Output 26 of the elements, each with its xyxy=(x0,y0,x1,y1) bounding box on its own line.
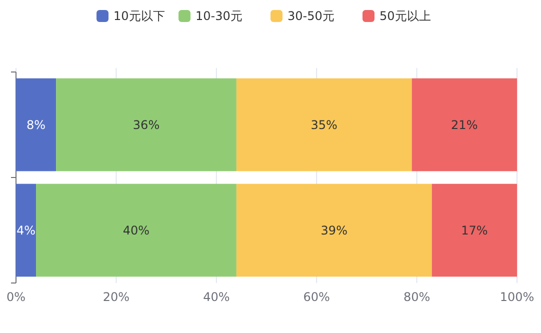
x-tick-label: 0% xyxy=(6,290,26,304)
bar xyxy=(236,78,412,172)
data-label: 21% xyxy=(451,118,478,132)
x-tick-label: 60% xyxy=(303,290,330,304)
bar xyxy=(412,78,517,172)
data-label: 35% xyxy=(310,118,338,132)
x-tick-label: 100% xyxy=(500,290,534,304)
x-tick-label: 20% xyxy=(102,290,130,304)
bar xyxy=(16,184,36,277)
legend-label: 50元以上 xyxy=(380,9,431,24)
bar xyxy=(16,78,56,172)
bar xyxy=(36,184,236,277)
bar xyxy=(56,78,236,172)
legend-label: 10-30元 xyxy=(196,9,242,24)
x-tick-label: 40% xyxy=(203,290,230,304)
legend-label: 10元以下 xyxy=(114,9,165,24)
data-label: 39% xyxy=(320,223,348,238)
data-label: 17% xyxy=(461,223,488,238)
data-label: 8% xyxy=(26,118,46,132)
data-label: 36% xyxy=(132,118,160,132)
bar xyxy=(236,184,432,277)
data-label: 4% xyxy=(16,223,36,238)
legend-label: 30-50元 xyxy=(288,9,334,24)
bar xyxy=(432,184,517,277)
data-label: 40% xyxy=(122,223,150,238)
x-tick-label: 80% xyxy=(403,290,430,304)
